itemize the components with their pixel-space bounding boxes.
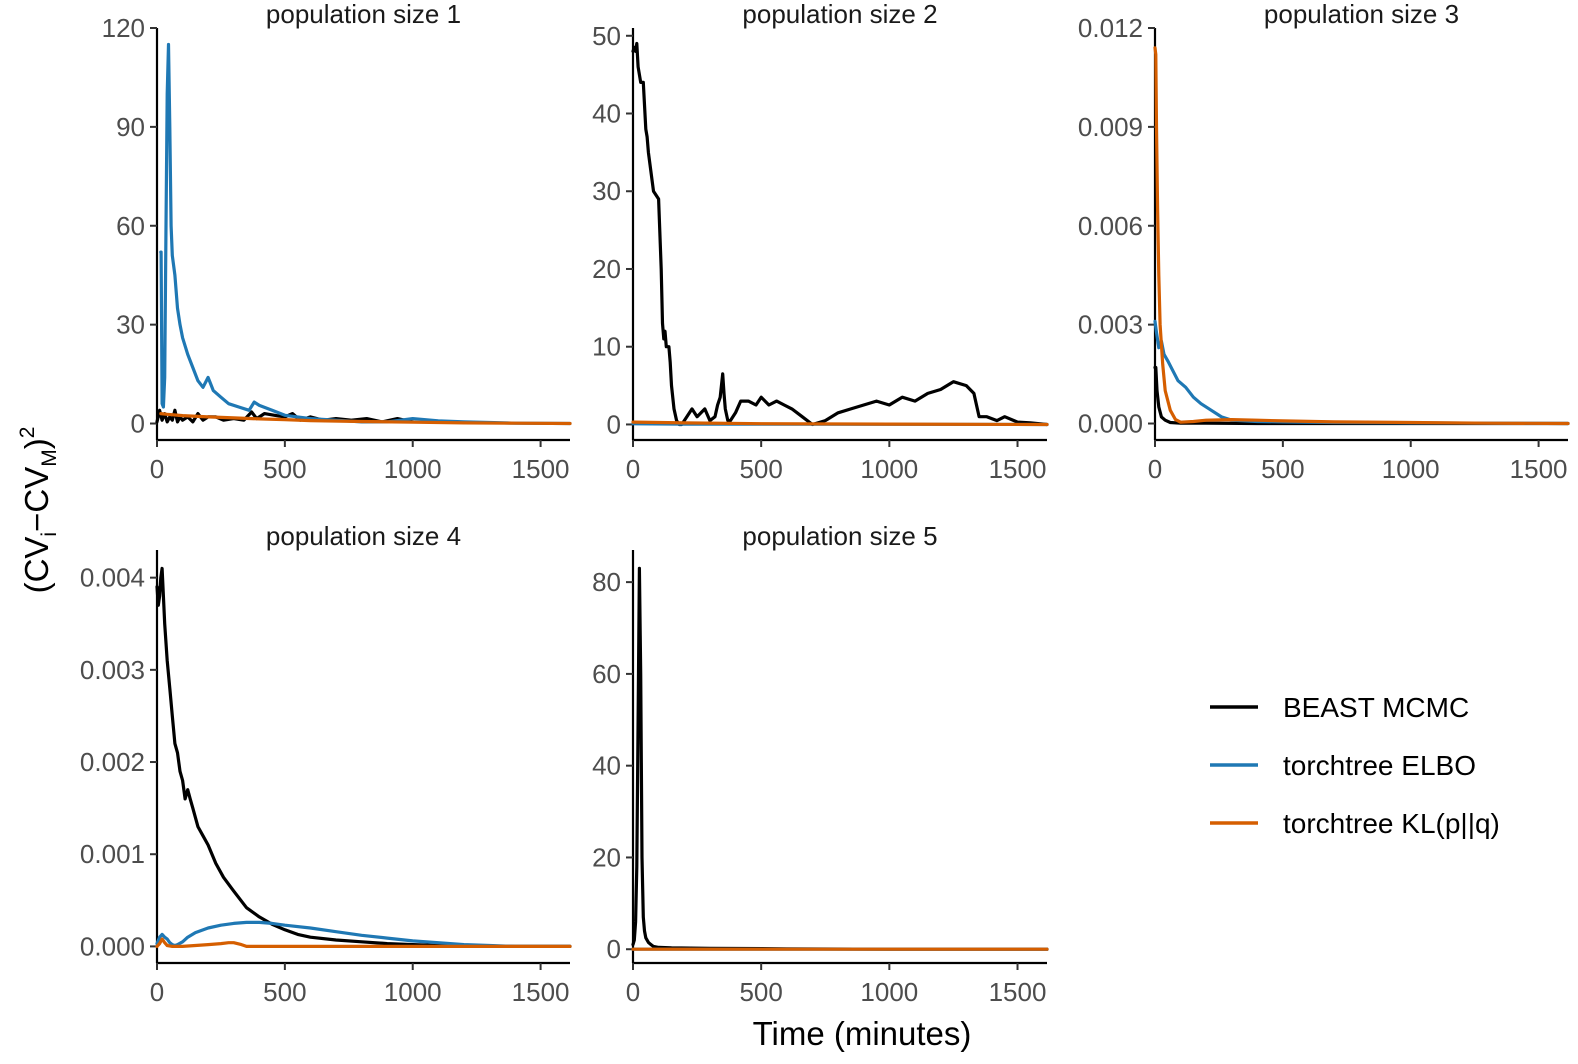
y-tick-label: 0.004	[80, 563, 145, 593]
x-tick-label: 0	[150, 454, 164, 484]
y-tick-label: 90	[116, 112, 145, 142]
series-line-torchtree-kl-p-q	[155, 937, 572, 949]
y-tick-label: 60	[116, 211, 145, 241]
panel-4: population size 4 0.000 0.001 0.002 0.003 0.0…	[80, 521, 572, 1007]
x-tick-label: 0	[150, 977, 164, 1007]
y-tick-label: 80	[592, 567, 621, 597]
y-tick-label: 0.001	[80, 839, 145, 869]
x-tick-label: 1500	[1510, 454, 1568, 484]
y-title-sub-i: i	[38, 532, 61, 537]
panel-3: population size 3 0.000 0.003 0.006 0.009 0.0…	[1078, 0, 1570, 484]
y-tick-label: 30	[592, 176, 621, 206]
y-tick-label: 50	[592, 21, 621, 51]
panel-title: population size 4	[266, 521, 461, 551]
y-tick-label: 60	[592, 659, 621, 689]
y-tick-label: 0.003	[1078, 310, 1143, 340]
legend-label: torchtree KL(p||q)	[1283, 808, 1500, 839]
x-tick-label: 0	[626, 977, 640, 1007]
panel-title: population size 1	[266, 0, 461, 29]
x-tick-label: 1000	[860, 977, 918, 1007]
legend-item-torchtree-elbo: torchtree ELBO	[1210, 750, 1476, 781]
y-tick-label: 0.009	[1078, 112, 1143, 142]
x-tick-label: 500	[1261, 454, 1304, 484]
x-tick-label: 1000	[384, 977, 442, 1007]
legend-label: BEAST MCMC	[1283, 692, 1469, 723]
legend-item-torchtree-kl-p-q: torchtree KL(p||q)	[1210, 808, 1500, 839]
x-tick-label: 0	[1148, 454, 1162, 484]
panel-title: population size 5	[742, 521, 937, 551]
x-tick-label: 0	[626, 454, 640, 484]
series-line-beast-mcmc	[631, 566, 1049, 951]
x-tick-label: 1500	[989, 977, 1047, 1007]
y-tick-label: 0.000	[1078, 409, 1143, 439]
x-tick-label: 1500	[512, 454, 570, 484]
y-tick-label: 0	[131, 409, 145, 439]
series-line-beast-mcmc	[631, 41, 1049, 427]
x-tick-label: 1500	[989, 454, 1047, 484]
y-tick-label: 0.006	[1078, 211, 1143, 241]
panel-title: population size 3	[1264, 0, 1459, 29]
y-tick-label: 0.002	[80, 747, 145, 777]
y-title-minus: −	[18, 513, 55, 532]
x-tick-label: 500	[739, 454, 782, 484]
y-tick-label: 40	[592, 99, 621, 129]
y-tick-label: 10	[592, 332, 621, 362]
x-tick-label: 500	[263, 977, 306, 1007]
y-tick-label: 0	[607, 409, 621, 439]
y-tick-label: 30	[116, 310, 145, 340]
series-line-torchtree-kl-p-q	[631, 420, 1049, 427]
x-tick-label: 1500	[512, 977, 570, 1007]
y-tick-label: 0.000	[80, 931, 145, 961]
y-tick-label: 20	[592, 254, 621, 284]
series-line-torchtree-elbo	[159, 42, 572, 426]
series-line-beast-mcmc	[155, 566, 572, 949]
x-axis-title: Time (minutes)	[753, 1015, 972, 1052]
x-tick-label: 1000	[860, 454, 918, 484]
panel-title: population size 2	[742, 0, 937, 29]
y-tick-label: 40	[592, 751, 621, 781]
series-line-torchtree-elbo	[155, 920, 572, 949]
panel-5: population size 5 0 20 40 60 80 0 500 1000 1500	[592, 521, 1049, 1007]
y-tick-label: 0.003	[80, 655, 145, 685]
y-title-exponent: 2	[16, 427, 39, 439]
y-tick-label: 0.012	[1078, 13, 1143, 43]
y-tick-label: 0	[607, 934, 621, 964]
y-title-close-paren: )	[18, 438, 55, 449]
y-axis-title: (CVi−CVM)2	[16, 427, 61, 594]
y-title-cv-i: CV	[18, 537, 55, 583]
y-tick-label: 120	[102, 13, 145, 43]
y-title-open-paren: (	[18, 582, 55, 593]
series-line-torchtree-elbo	[1153, 319, 1570, 426]
y-title-sub-m: M	[38, 449, 61, 467]
series-line-torchtree-kl-p-q	[159, 412, 572, 426]
panel-1: population size 1 0 30 60 90 120 0 500 1000 1500	[102, 0, 572, 484]
series-line-torchtree-kl-p-q	[1153, 46, 1570, 426]
y-tick-label: 20	[592, 842, 621, 872]
legend-label: torchtree ELBO	[1283, 750, 1476, 781]
y-title-cv-m: CV	[18, 467, 55, 513]
x-tick-label: 1000	[384, 454, 442, 484]
x-tick-label: 1000	[1382, 454, 1440, 484]
legend-item-beast-mcmc: BEAST MCMC	[1210, 692, 1469, 723]
x-tick-label: 500	[263, 454, 306, 484]
x-tick-label: 500	[739, 977, 782, 1007]
legend: BEAST MCMC torchtree ELBO torchtree KL(p||…	[1210, 692, 1500, 839]
